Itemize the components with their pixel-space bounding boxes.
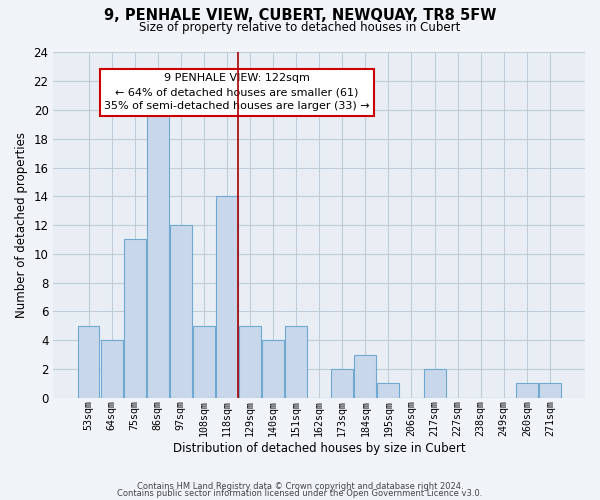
Bar <box>239 326 261 398</box>
Bar <box>377 384 400 398</box>
Text: 9, PENHALE VIEW, CUBERT, NEWQUAY, TR8 5FW: 9, PENHALE VIEW, CUBERT, NEWQUAY, TR8 5F… <box>104 8 496 22</box>
Bar <box>124 240 146 398</box>
Y-axis label: Number of detached properties: Number of detached properties <box>15 132 28 318</box>
Bar <box>77 326 100 398</box>
Bar <box>262 340 284 398</box>
Bar <box>101 340 122 398</box>
Bar <box>355 354 376 398</box>
Text: Contains public sector information licensed under the Open Government Licence v3: Contains public sector information licen… <box>118 489 482 498</box>
Bar <box>170 225 192 398</box>
Bar <box>147 110 169 398</box>
Bar <box>216 196 238 398</box>
Bar <box>331 369 353 398</box>
Bar <box>516 384 538 398</box>
Text: 9 PENHALE VIEW: 122sqm
← 64% of detached houses are smaller (61)
35% of semi-det: 9 PENHALE VIEW: 122sqm ← 64% of detached… <box>104 73 370 111</box>
Text: Contains HM Land Registry data © Crown copyright and database right 2024.: Contains HM Land Registry data © Crown c… <box>137 482 463 491</box>
Bar <box>539 384 561 398</box>
Bar <box>193 326 215 398</box>
X-axis label: Distribution of detached houses by size in Cubert: Distribution of detached houses by size … <box>173 442 466 455</box>
Text: Size of property relative to detached houses in Cubert: Size of property relative to detached ho… <box>139 21 461 34</box>
Bar <box>285 326 307 398</box>
Bar <box>424 369 446 398</box>
